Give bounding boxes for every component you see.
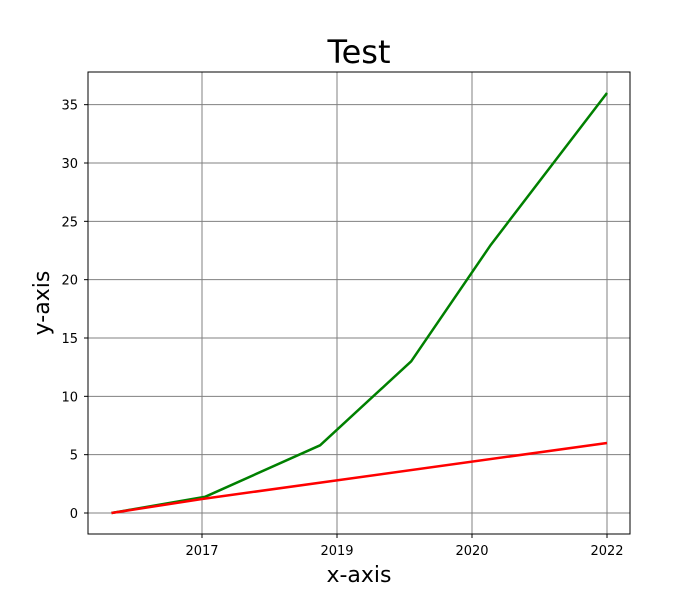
vertical-gridlines [201,72,608,534]
series-line-2 [111,441,608,515]
y-tick-label: 10 [61,390,78,405]
y-axis-ticks: 0 5 10 15 20 25 30 35 [61,99,88,522]
plot-area [88,72,630,534]
horizontal-gridlines [88,104,630,514]
y-tick-label: 5 [70,449,78,464]
x-axis-label: x-axis [326,563,391,588]
x-tick-label: 2017 [185,544,218,559]
y-tick-label: 30 [61,157,78,172]
y-tick-label: 0 [70,507,78,522]
x-tick-label: 2020 [455,544,488,559]
y-tick-label: 35 [61,99,78,114]
y-tick-label: 25 [61,215,78,230]
x-tick-label: 2019 [320,544,353,559]
chart-title: Test [326,33,390,71]
x-axis-ticks: 2017 2019 2020 2022 [185,534,624,559]
x-tick-label: 2022 [590,544,623,559]
series-line-1 [111,92,608,515]
y-axis-label: y-axis [30,271,55,336]
series-lines [111,92,608,515]
plot-frame [87,71,631,535]
y-tick-label: 15 [61,332,78,347]
y-tick-label: 20 [61,274,78,289]
